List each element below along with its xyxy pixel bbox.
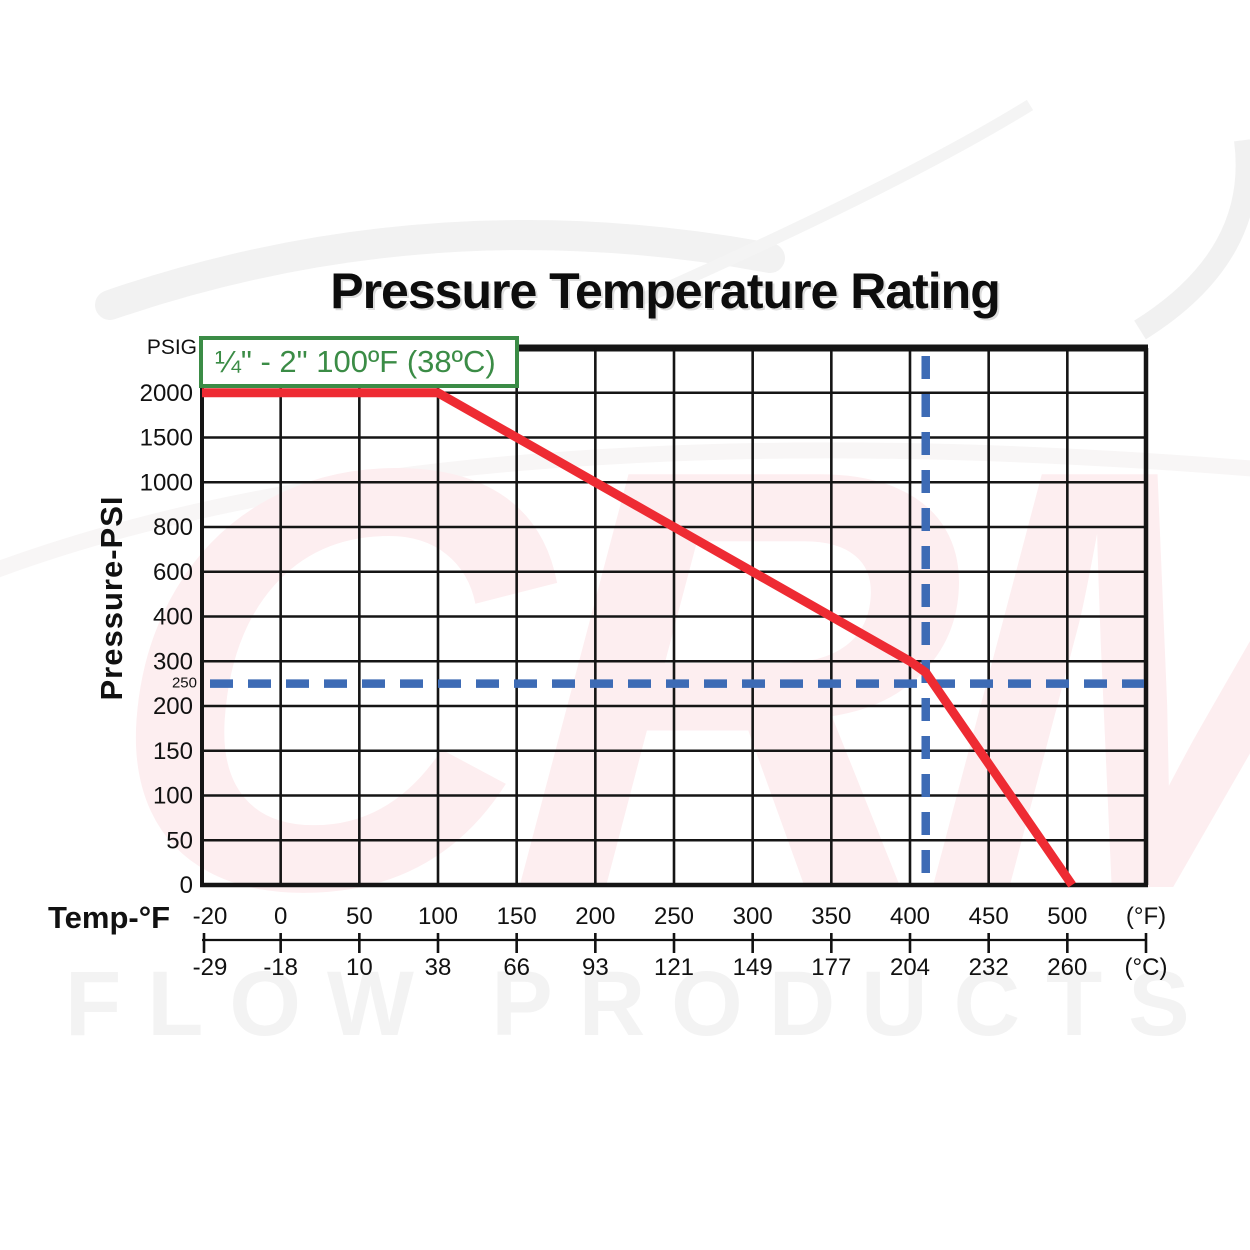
watermark-bottom-text: FLOW PRODUCTS	[65, 953, 1216, 1055]
y-axis-unit-label: PSIG	[146, 336, 197, 359]
swoosh-arc	[95, 220, 785, 320]
annotation-box: ¼" - 2" 100ºF (38ºC)	[199, 336, 519, 388]
watermark-logo-text: CRM	[86, 345, 1250, 1015]
y-axis-title: Pressure-PSI	[94, 495, 129, 701]
swoosh-arc	[637, 99, 1034, 306]
chart-title: Pressure Temperature Rating	[330, 263, 1001, 319]
annotation-label: ¼" - 2" 100ºF (38ºC)	[215, 344, 496, 379]
swoosh-arc	[1134, 139, 1250, 340]
x-axis-title: Temp-°F	[48, 900, 171, 935]
